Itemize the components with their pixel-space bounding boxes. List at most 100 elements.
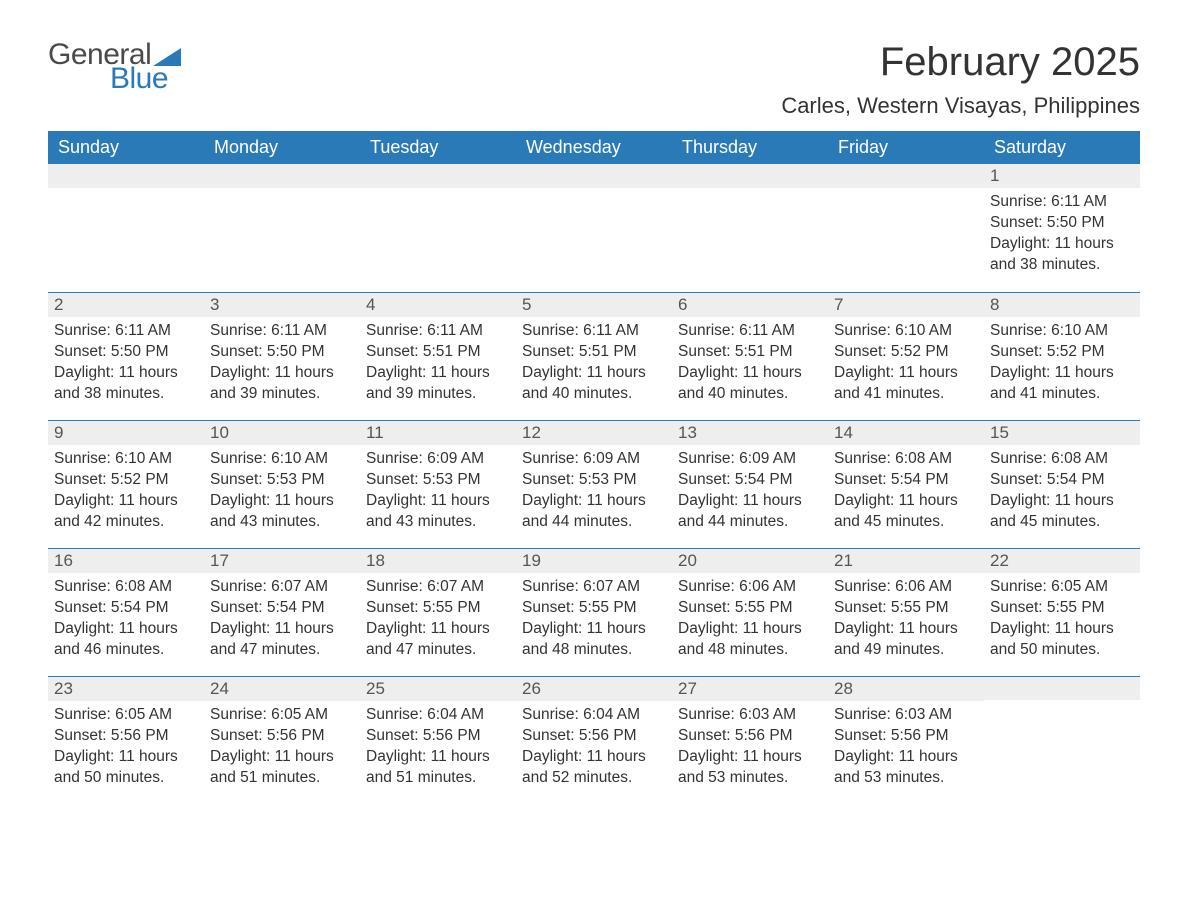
sunrise-line: Sunrise: 6:04 AM [522, 705, 666, 726]
sunrise-line: Sunrise: 6:09 AM [678, 449, 822, 470]
daylight-line: Daylight: 11 hours and 43 minutes. [210, 491, 354, 533]
day-details: Sunrise: 6:11 AMSunset: 5:50 PMDaylight:… [204, 317, 360, 413]
day-details: Sunrise: 6:10 AMSunset: 5:52 PMDaylight:… [828, 317, 984, 413]
sunrise-line: Sunrise: 6:03 AM [834, 705, 978, 726]
calendar-day-cell: 12Sunrise: 6:09 AMSunset: 5:53 PMDayligh… [516, 420, 672, 548]
day-details: Sunrise: 6:11 AMSunset: 5:50 PMDaylight:… [984, 188, 1140, 284]
day-details: Sunrise: 6:07 AMSunset: 5:55 PMDaylight:… [516, 573, 672, 669]
calendar-day-cell: 27Sunrise: 6:03 AMSunset: 5:56 PMDayligh… [672, 676, 828, 804]
daylight-line: Daylight: 11 hours and 38 minutes. [990, 234, 1134, 276]
sunset-line: Sunset: 5:55 PM [522, 598, 666, 619]
sunrise-line: Sunrise: 6:07 AM [522, 577, 666, 598]
month-title: February 2025 [781, 40, 1140, 85]
sunset-line: Sunset: 5:55 PM [834, 598, 978, 619]
day-details: Sunrise: 6:05 AMSunset: 5:56 PMDaylight:… [204, 701, 360, 797]
calendar-day-cell: 23Sunrise: 6:05 AMSunset: 5:56 PMDayligh… [48, 676, 204, 804]
sunset-line: Sunset: 5:52 PM [54, 470, 198, 491]
sunrise-line: Sunrise: 6:05 AM [210, 705, 354, 726]
sunset-line: Sunset: 5:50 PM [54, 342, 198, 363]
daylight-line: Daylight: 11 hours and 51 minutes. [210, 747, 354, 789]
daylight-line: Daylight: 11 hours and 53 minutes. [678, 747, 822, 789]
day-number: 27 [672, 676, 828, 701]
empty-daynum [828, 164, 984, 188]
day-number: 17 [204, 548, 360, 573]
calendar-week-row: 9Sunrise: 6:10 AMSunset: 5:52 PMDaylight… [48, 420, 1140, 548]
day-number: 7 [828, 292, 984, 317]
weekday-header: Saturday [984, 131, 1140, 164]
day-number: 10 [204, 420, 360, 445]
day-details: Sunrise: 6:08 AMSunset: 5:54 PMDaylight:… [984, 445, 1140, 541]
calendar-week-row: 1Sunrise: 6:11 AMSunset: 5:50 PMDaylight… [48, 164, 1140, 292]
logo: General Blue [48, 40, 181, 94]
day-number: 4 [360, 292, 516, 317]
daylight-line: Daylight: 11 hours and 39 minutes. [210, 363, 354, 405]
daylight-line: Daylight: 11 hours and 42 minutes. [54, 491, 198, 533]
calendar-day-cell: 20Sunrise: 6:06 AMSunset: 5:55 PMDayligh… [672, 548, 828, 676]
day-number: 28 [828, 676, 984, 701]
sunrise-line: Sunrise: 6:10 AM [210, 449, 354, 470]
day-number: 14 [828, 420, 984, 445]
sunrise-line: Sunrise: 6:08 AM [54, 577, 198, 598]
daylight-line: Daylight: 11 hours and 48 minutes. [678, 619, 822, 661]
calendar-empty-cell [984, 676, 1140, 804]
sunset-line: Sunset: 5:54 PM [678, 470, 822, 491]
sunrise-line: Sunrise: 6:07 AM [366, 577, 510, 598]
sunset-line: Sunset: 5:56 PM [522, 726, 666, 747]
empty-daynum [48, 164, 204, 188]
calendar-empty-cell [48, 164, 204, 292]
daylight-line: Daylight: 11 hours and 39 minutes. [366, 363, 510, 405]
calendar-day-cell: 16Sunrise: 6:08 AMSunset: 5:54 PMDayligh… [48, 548, 204, 676]
calendar-day-cell: 19Sunrise: 6:07 AMSunset: 5:55 PMDayligh… [516, 548, 672, 676]
sunrise-line: Sunrise: 6:11 AM [522, 321, 666, 342]
day-number: 11 [360, 420, 516, 445]
sunrise-line: Sunrise: 6:11 AM [678, 321, 822, 342]
page-header: General Blue February 2025 Carles, Weste… [48, 40, 1140, 119]
day-number: 8 [984, 292, 1140, 317]
day-number: 12 [516, 420, 672, 445]
empty-daynum [516, 164, 672, 188]
calendar-day-cell: 15Sunrise: 6:08 AMSunset: 5:54 PMDayligh… [984, 420, 1140, 548]
day-details: Sunrise: 6:09 AMSunset: 5:53 PMDaylight:… [516, 445, 672, 541]
day-number: 5 [516, 292, 672, 317]
day-details: Sunrise: 6:09 AMSunset: 5:54 PMDaylight:… [672, 445, 828, 541]
calendar-day-cell: 26Sunrise: 6:04 AMSunset: 5:56 PMDayligh… [516, 676, 672, 804]
calendar-day-cell: 9Sunrise: 6:10 AMSunset: 5:52 PMDaylight… [48, 420, 204, 548]
day-details: Sunrise: 6:08 AMSunset: 5:54 PMDaylight:… [828, 445, 984, 541]
day-details: Sunrise: 6:11 AMSunset: 5:51 PMDaylight:… [672, 317, 828, 413]
calendar-day-cell: 10Sunrise: 6:10 AMSunset: 5:53 PMDayligh… [204, 420, 360, 548]
calendar-day-cell: 18Sunrise: 6:07 AMSunset: 5:55 PMDayligh… [360, 548, 516, 676]
calendar-header-row: SundayMondayTuesdayWednesdayThursdayFrid… [48, 131, 1140, 164]
daylight-line: Daylight: 11 hours and 51 minutes. [366, 747, 510, 789]
day-number: 23 [48, 676, 204, 701]
day-details: Sunrise: 6:09 AMSunset: 5:53 PMDaylight:… [360, 445, 516, 541]
calendar-empty-cell [516, 164, 672, 292]
day-number: 1 [984, 164, 1140, 188]
sunrise-line: Sunrise: 6:10 AM [990, 321, 1134, 342]
day-details: Sunrise: 6:03 AMSunset: 5:56 PMDaylight:… [672, 701, 828, 797]
calendar-day-cell: 1Sunrise: 6:11 AMSunset: 5:50 PMDaylight… [984, 164, 1140, 292]
day-details: Sunrise: 6:11 AMSunset: 5:51 PMDaylight:… [516, 317, 672, 413]
calendar-day-cell: 28Sunrise: 6:03 AMSunset: 5:56 PMDayligh… [828, 676, 984, 804]
day-details: Sunrise: 6:11 AMSunset: 5:51 PMDaylight:… [360, 317, 516, 413]
calendar-day-cell: 21Sunrise: 6:06 AMSunset: 5:55 PMDayligh… [828, 548, 984, 676]
calendar-week-row: 23Sunrise: 6:05 AMSunset: 5:56 PMDayligh… [48, 676, 1140, 804]
sunset-line: Sunset: 5:56 PM [210, 726, 354, 747]
daylight-line: Daylight: 11 hours and 50 minutes. [54, 747, 198, 789]
calendar-day-cell: 14Sunrise: 6:08 AMSunset: 5:54 PMDayligh… [828, 420, 984, 548]
calendar-body: 1Sunrise: 6:11 AMSunset: 5:50 PMDaylight… [48, 164, 1140, 804]
sunset-line: Sunset: 5:55 PM [678, 598, 822, 619]
sunset-line: Sunset: 5:56 PM [678, 726, 822, 747]
sunrise-line: Sunrise: 6:03 AM [678, 705, 822, 726]
day-details: Sunrise: 6:07 AMSunset: 5:55 PMDaylight:… [360, 573, 516, 669]
day-number: 26 [516, 676, 672, 701]
daylight-line: Daylight: 11 hours and 48 minutes. [522, 619, 666, 661]
day-number: 22 [984, 548, 1140, 573]
daylight-line: Daylight: 11 hours and 45 minutes. [990, 491, 1134, 533]
sunset-line: Sunset: 5:54 PM [54, 598, 198, 619]
calendar-week-row: 2Sunrise: 6:11 AMSunset: 5:50 PMDaylight… [48, 292, 1140, 420]
calendar-day-cell: 7Sunrise: 6:10 AMSunset: 5:52 PMDaylight… [828, 292, 984, 420]
calendar-day-cell: 4Sunrise: 6:11 AMSunset: 5:51 PMDaylight… [360, 292, 516, 420]
sunrise-line: Sunrise: 6:08 AM [990, 449, 1134, 470]
sunrise-line: Sunrise: 6:07 AM [210, 577, 354, 598]
empty-daynum [360, 164, 516, 188]
